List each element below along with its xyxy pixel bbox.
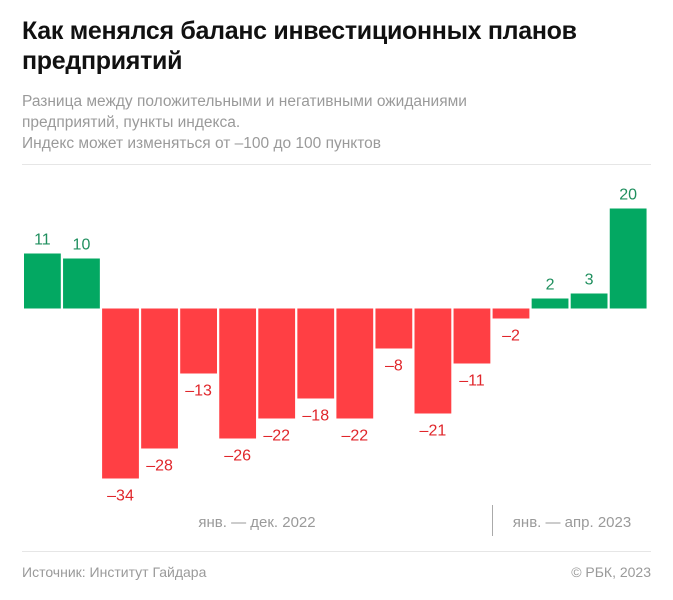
- copyright-text: © РБК, 2023: [571, 564, 651, 580]
- bar: [570, 293, 608, 309]
- bar: [180, 308, 217, 374]
- bar-value-label: 3: [585, 272, 594, 289]
- bar-value-label: –34: [107, 488, 134, 505]
- bar: [258, 308, 296, 419]
- subtitle-line: предприятий, пункты индекса.: [22, 114, 241, 131]
- bar: [219, 308, 257, 439]
- bar: [297, 308, 335, 399]
- bar: [375, 308, 413, 349]
- bar-value-label: –22: [263, 428, 290, 445]
- bar-value-label: –11: [459, 373, 485, 390]
- bar: [453, 308, 491, 364]
- bar-value-label: 10: [73, 237, 91, 254]
- subtitle-line: Разница между положительными и негативны…: [22, 93, 467, 110]
- bar: [63, 258, 100, 309]
- bar-value-label: –8: [385, 358, 403, 375]
- bar-value-label: –21: [420, 423, 447, 440]
- bar: [414, 308, 452, 414]
- subtitle-line: Индекс может изменяться от –100 до 100 п…: [22, 135, 382, 152]
- bar: [102, 308, 139, 479]
- bar-value-label: –22: [341, 428, 368, 445]
- bar: [609, 208, 647, 309]
- bar-value-label: 11: [34, 232, 51, 249]
- bar-value-label: –2: [502, 328, 520, 345]
- bar: [141, 308, 178, 449]
- footer-divider: [22, 551, 651, 552]
- bar-value-label: –26: [224, 448, 251, 465]
- top-divider: [22, 164, 651, 165]
- bar: [492, 308, 530, 319]
- bar: [336, 308, 374, 419]
- bar: [531, 298, 569, 309]
- chart-title: Как менялся баланс инвестиционных планов…: [22, 17, 577, 75]
- bar: [24, 253, 61, 309]
- chart-subtitle: Разница между положительными и негативны…: [22, 91, 662, 154]
- bar-value-label: 2: [546, 277, 555, 294]
- source-text: Источник: Институт Гайдара: [22, 564, 207, 580]
- bar-value-label: –13: [185, 383, 212, 400]
- bar-value-label: –18: [302, 408, 329, 425]
- bar-value-label: 20: [619, 187, 637, 204]
- bar-value-label: –28: [146, 458, 173, 475]
- period-label-2023: янв. — апр. 2023: [513, 514, 631, 531]
- period-label-2022: янв. — дек. 2022: [198, 514, 315, 531]
